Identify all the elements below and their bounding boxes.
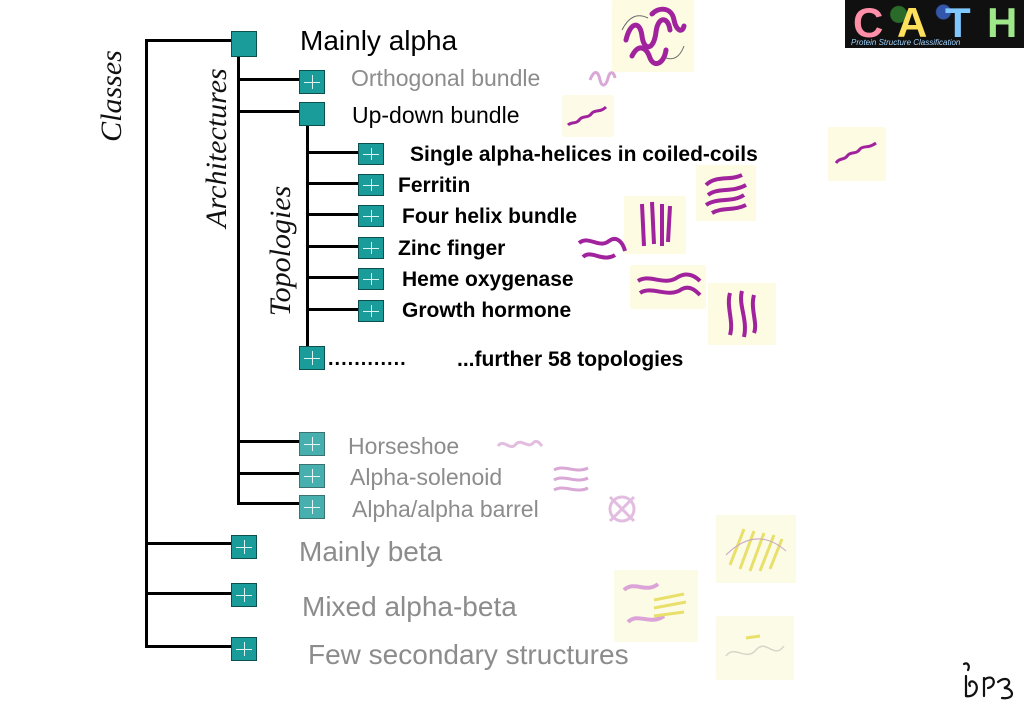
ibs-logo [958, 656, 1022, 704]
protein-thumbnail-few-secondary [716, 616, 794, 680]
cath-logo-letter: H [987, 0, 1018, 46]
architecture-branch-line [237, 110, 299, 113]
architecture-node-orthogonal-bundle[interactable] [299, 70, 325, 94]
class-label-mainly-beta[interactable]: Mainly beta [299, 536, 443, 567]
cath-logo-subtitle: Protein Structure Classification [851, 38, 961, 47]
topology-node-growth-hormone[interactable] [358, 300, 384, 322]
protein-thumbnail-zinc-finger [573, 229, 629, 271]
architecture-branch-line [237, 440, 299, 443]
topologies-level-label: Topologies [264, 185, 297, 317]
architecture-label-up-down-bundle[interactable]: Up-down bundle [352, 102, 520, 128]
architectures-level-label: Architectures [200, 68, 233, 228]
protein-thumbnail-orthogonal-bundle [586, 64, 618, 90]
topology-label-ferritin[interactable]: Ferritin [398, 174, 471, 197]
architecture-label-horseshoe[interactable]: Horseshoe [348, 433, 460, 459]
architecture-branch-line [237, 78, 299, 81]
class-label-mainly-alpha[interactable]: Mainly alpha [300, 25, 458, 56]
architecture-node-up-down-bundle[interactable] [299, 102, 325, 126]
cath-logo-letter: C [853, 0, 884, 46]
protein-thumbnail-mainly-beta [716, 515, 796, 583]
topology-branch-line [306, 308, 358, 311]
class-node-mixed-alpha-beta[interactable] [231, 583, 257, 607]
protein-thumbnail-mainly-alpha [612, 0, 694, 72]
protein-thumbnail-mixed-alpha-beta [614, 570, 698, 642]
protein-thumbnail-coiled-coil [828, 127, 886, 181]
protein-thumbnail-ferritin [696, 165, 756, 221]
protein-thumbnail-four-helix-bundle [624, 196, 686, 254]
architecture-trunk-line [237, 56, 240, 504]
class-trunk-line [145, 39, 148, 647]
class-node-mainly-beta[interactable] [231, 535, 257, 559]
classes-level-label: Classes [95, 50, 128, 142]
topology-label-zinc-finger[interactable]: Zinc finger [398, 237, 506, 260]
class-branch-line [145, 645, 231, 648]
topology-node-four-helix-bundle[interactable] [358, 205, 384, 227]
cath-logo: C A T H Protein Structure Classification [845, 0, 1024, 48]
topology-branch-line [306, 276, 358, 279]
protein-thumbnail-heme-oxygenase [630, 265, 706, 309]
topology-branch-line [306, 213, 358, 216]
topology-label-growth-hormone[interactable]: Growth hormone [402, 299, 572, 322]
class-label-few-secondary-structures[interactable]: Few secondary structures [308, 639, 629, 670]
topology-node-ferritin[interactable] [358, 174, 384, 196]
topology-node-further-topologies[interactable] [299, 346, 325, 370]
class-label-mixed-alpha-beta[interactable]: Mixed alpha-beta [302, 591, 517, 622]
class-branch-line [145, 542, 231, 545]
topology-label-four-helix-bundle[interactable]: Four helix bundle [402, 205, 578, 228]
protein-thumbnail-alpha-alpha-barrel [598, 487, 646, 531]
architecture-label-alpha-solenoid[interactable]: Alpha-solenoid [350, 464, 503, 490]
protein-thumbnail-alpha-solenoid [546, 458, 596, 502]
architecture-label-orthogonal-bundle[interactable]: Orthogonal bundle [351, 65, 541, 91]
architecture-node-horseshoe[interactable] [299, 432, 325, 456]
topology-branch-line [306, 245, 358, 248]
architecture-node-alpha-alpha-barrel[interactable] [299, 495, 325, 519]
topology-label-heme-oxygenase[interactable]: Heme oxygenase [402, 268, 574, 291]
topology-node-heme-oxygenase[interactable] [358, 268, 384, 290]
architecture-label-alpha-alpha-barrel[interactable]: Alpha/alpha barrel [352, 496, 539, 522]
topology-branch-line [306, 182, 358, 185]
class-branch-line [145, 592, 231, 595]
topology-node-single-alpha-helices[interactable] [358, 143, 384, 165]
topology-trunk-line [306, 126, 309, 348]
further-topologies-label[interactable]: ...further 58 topologies [457, 348, 684, 371]
cath-logo-letter: A [897, 0, 928, 46]
protein-thumbnail-growth-hormone [708, 283, 776, 345]
topology-node-zinc-finger[interactable] [358, 237, 384, 259]
architecture-node-alpha-solenoid[interactable] [299, 464, 325, 488]
architecture-branch-line [237, 472, 299, 475]
cath-logo-letter: T [945, 0, 971, 46]
class-node-mainly-alpha[interactable] [231, 31, 257, 57]
topology-branch-line [306, 151, 358, 154]
protein-thumbnail-up-down-bundle [562, 95, 614, 137]
architecture-branch-line [237, 502, 299, 505]
further-topologies-dots: ............ [328, 348, 407, 370]
topology-label-single-alpha-helices[interactable]: Single alpha-helices in coiled-coils [410, 143, 758, 166]
protein-thumbnail-horseshoe [494, 432, 544, 460]
class-node-few-secondary-structures[interactable] [231, 637, 257, 661]
class-branch-line [145, 39, 231, 42]
